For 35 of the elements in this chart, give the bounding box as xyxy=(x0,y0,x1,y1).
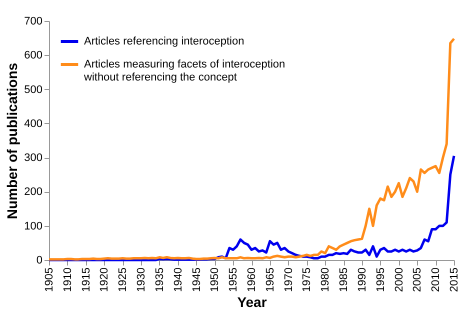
x-tick-label: 2015 xyxy=(448,268,460,292)
y-axis-title: Number of publications xyxy=(4,62,20,220)
x-tick-label: 1990 xyxy=(356,268,368,292)
x-tick-label: 2010 xyxy=(430,268,442,292)
y-tick-label: 300 xyxy=(24,152,42,164)
x-tick-label: 1905 xyxy=(44,268,56,292)
x-tick-label: 1970 xyxy=(282,268,295,292)
y-tick-label: 600 xyxy=(24,50,42,62)
x-tick-label: 1920 xyxy=(98,268,111,292)
legend-label: Articles measuring facets of interoception without referencing the concept xyxy=(83,58,286,84)
x-tick-label: 1975 xyxy=(301,268,314,292)
x-axis-title: Year xyxy=(237,294,268,310)
x-tick-label: 1910 xyxy=(62,268,74,292)
x-tick-label: 1995 xyxy=(374,268,387,292)
x-tick-label: 1955 xyxy=(228,268,240,292)
x-tick-label: 1930 xyxy=(136,268,148,292)
legend-label: Articles referencing interoception xyxy=(84,36,244,48)
y-tick-label: 100 xyxy=(24,220,42,232)
x-tick-label: 1965 xyxy=(264,268,276,292)
x-tick-label: 1985 xyxy=(338,268,350,292)
x-tick-label: 1945 xyxy=(190,268,203,292)
y-tick-label: 200 xyxy=(24,186,42,198)
y-tick-label: 700 xyxy=(24,16,42,28)
x-tick-label: 2000 xyxy=(393,268,406,292)
y-tick-label: 0 xyxy=(36,254,42,266)
x-tick-label: 1915 xyxy=(80,268,92,292)
x-tick-label: 1950 xyxy=(209,268,222,292)
x-tick-label: 1960 xyxy=(246,268,258,292)
x-tick-label: 1925 xyxy=(117,268,130,292)
x-tick-label: 1935 xyxy=(154,268,166,292)
y-tick-label: 500 xyxy=(24,84,42,96)
x-tick-label: 2005 xyxy=(412,268,424,292)
y-tick-label: 400 xyxy=(24,118,42,130)
x-tick-label: 1980 xyxy=(320,268,332,292)
x-tick-label: 1940 xyxy=(172,268,184,292)
